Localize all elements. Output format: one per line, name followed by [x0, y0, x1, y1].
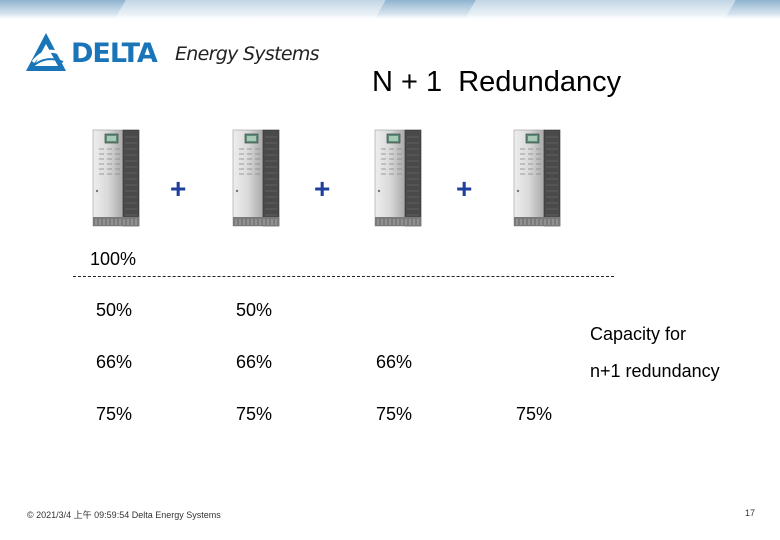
- ups-cabinet-icon: [92, 129, 140, 227]
- capacity-66-unit3: 66%: [376, 352, 413, 372]
- capacity-75-unit4: 75%: [516, 404, 553, 424]
- capacity-50-unit1: 50%: [96, 300, 133, 320]
- brand-name: DELTA: [71, 38, 158, 69]
- ups-cabinet-icon: [374, 129, 422, 227]
- capacity-66-unit2: 66%: [236, 352, 273, 372]
- header-fade: [0, 14, 780, 20]
- footer-copyright: © 2021/3/4 上午 09:59:54 Delta Energy Syst…: [27, 510, 221, 520]
- capacity-75-unit3: 75%: [376, 404, 413, 424]
- note-capacity-for: Capacity for: [590, 324, 687, 344]
- page-number: 17: [745, 508, 756, 518]
- brand-tagline: Energy Systems: [175, 43, 320, 65]
- ups-cabinet-icon: [232, 129, 280, 227]
- note-redundancy: n+1 redundancy: [590, 361, 720, 381]
- delta-triangle-logo-icon: [26, 33, 66, 71]
- slide-title: N + 1 Redundancy: [372, 66, 622, 98]
- plus-sign: +: [170, 173, 187, 204]
- header-band: [0, 0, 780, 20]
- capacity-66-unit1: 66%: [96, 352, 133, 372]
- capacity-75-unit1: 75%: [96, 404, 133, 424]
- plus-sign: +: [456, 173, 473, 204]
- capacity-50-unit2: 50%: [236, 300, 273, 320]
- capacity-75-unit2: 75%: [236, 404, 273, 424]
- ups-cabinet-icon: [513, 129, 561, 227]
- baseline-label: 100%: [90, 249, 137, 269]
- company-logo: DELTA Energy Systems: [25, 32, 320, 76]
- dashed-divider: [73, 276, 614, 277]
- plus-sign: +: [314, 173, 331, 204]
